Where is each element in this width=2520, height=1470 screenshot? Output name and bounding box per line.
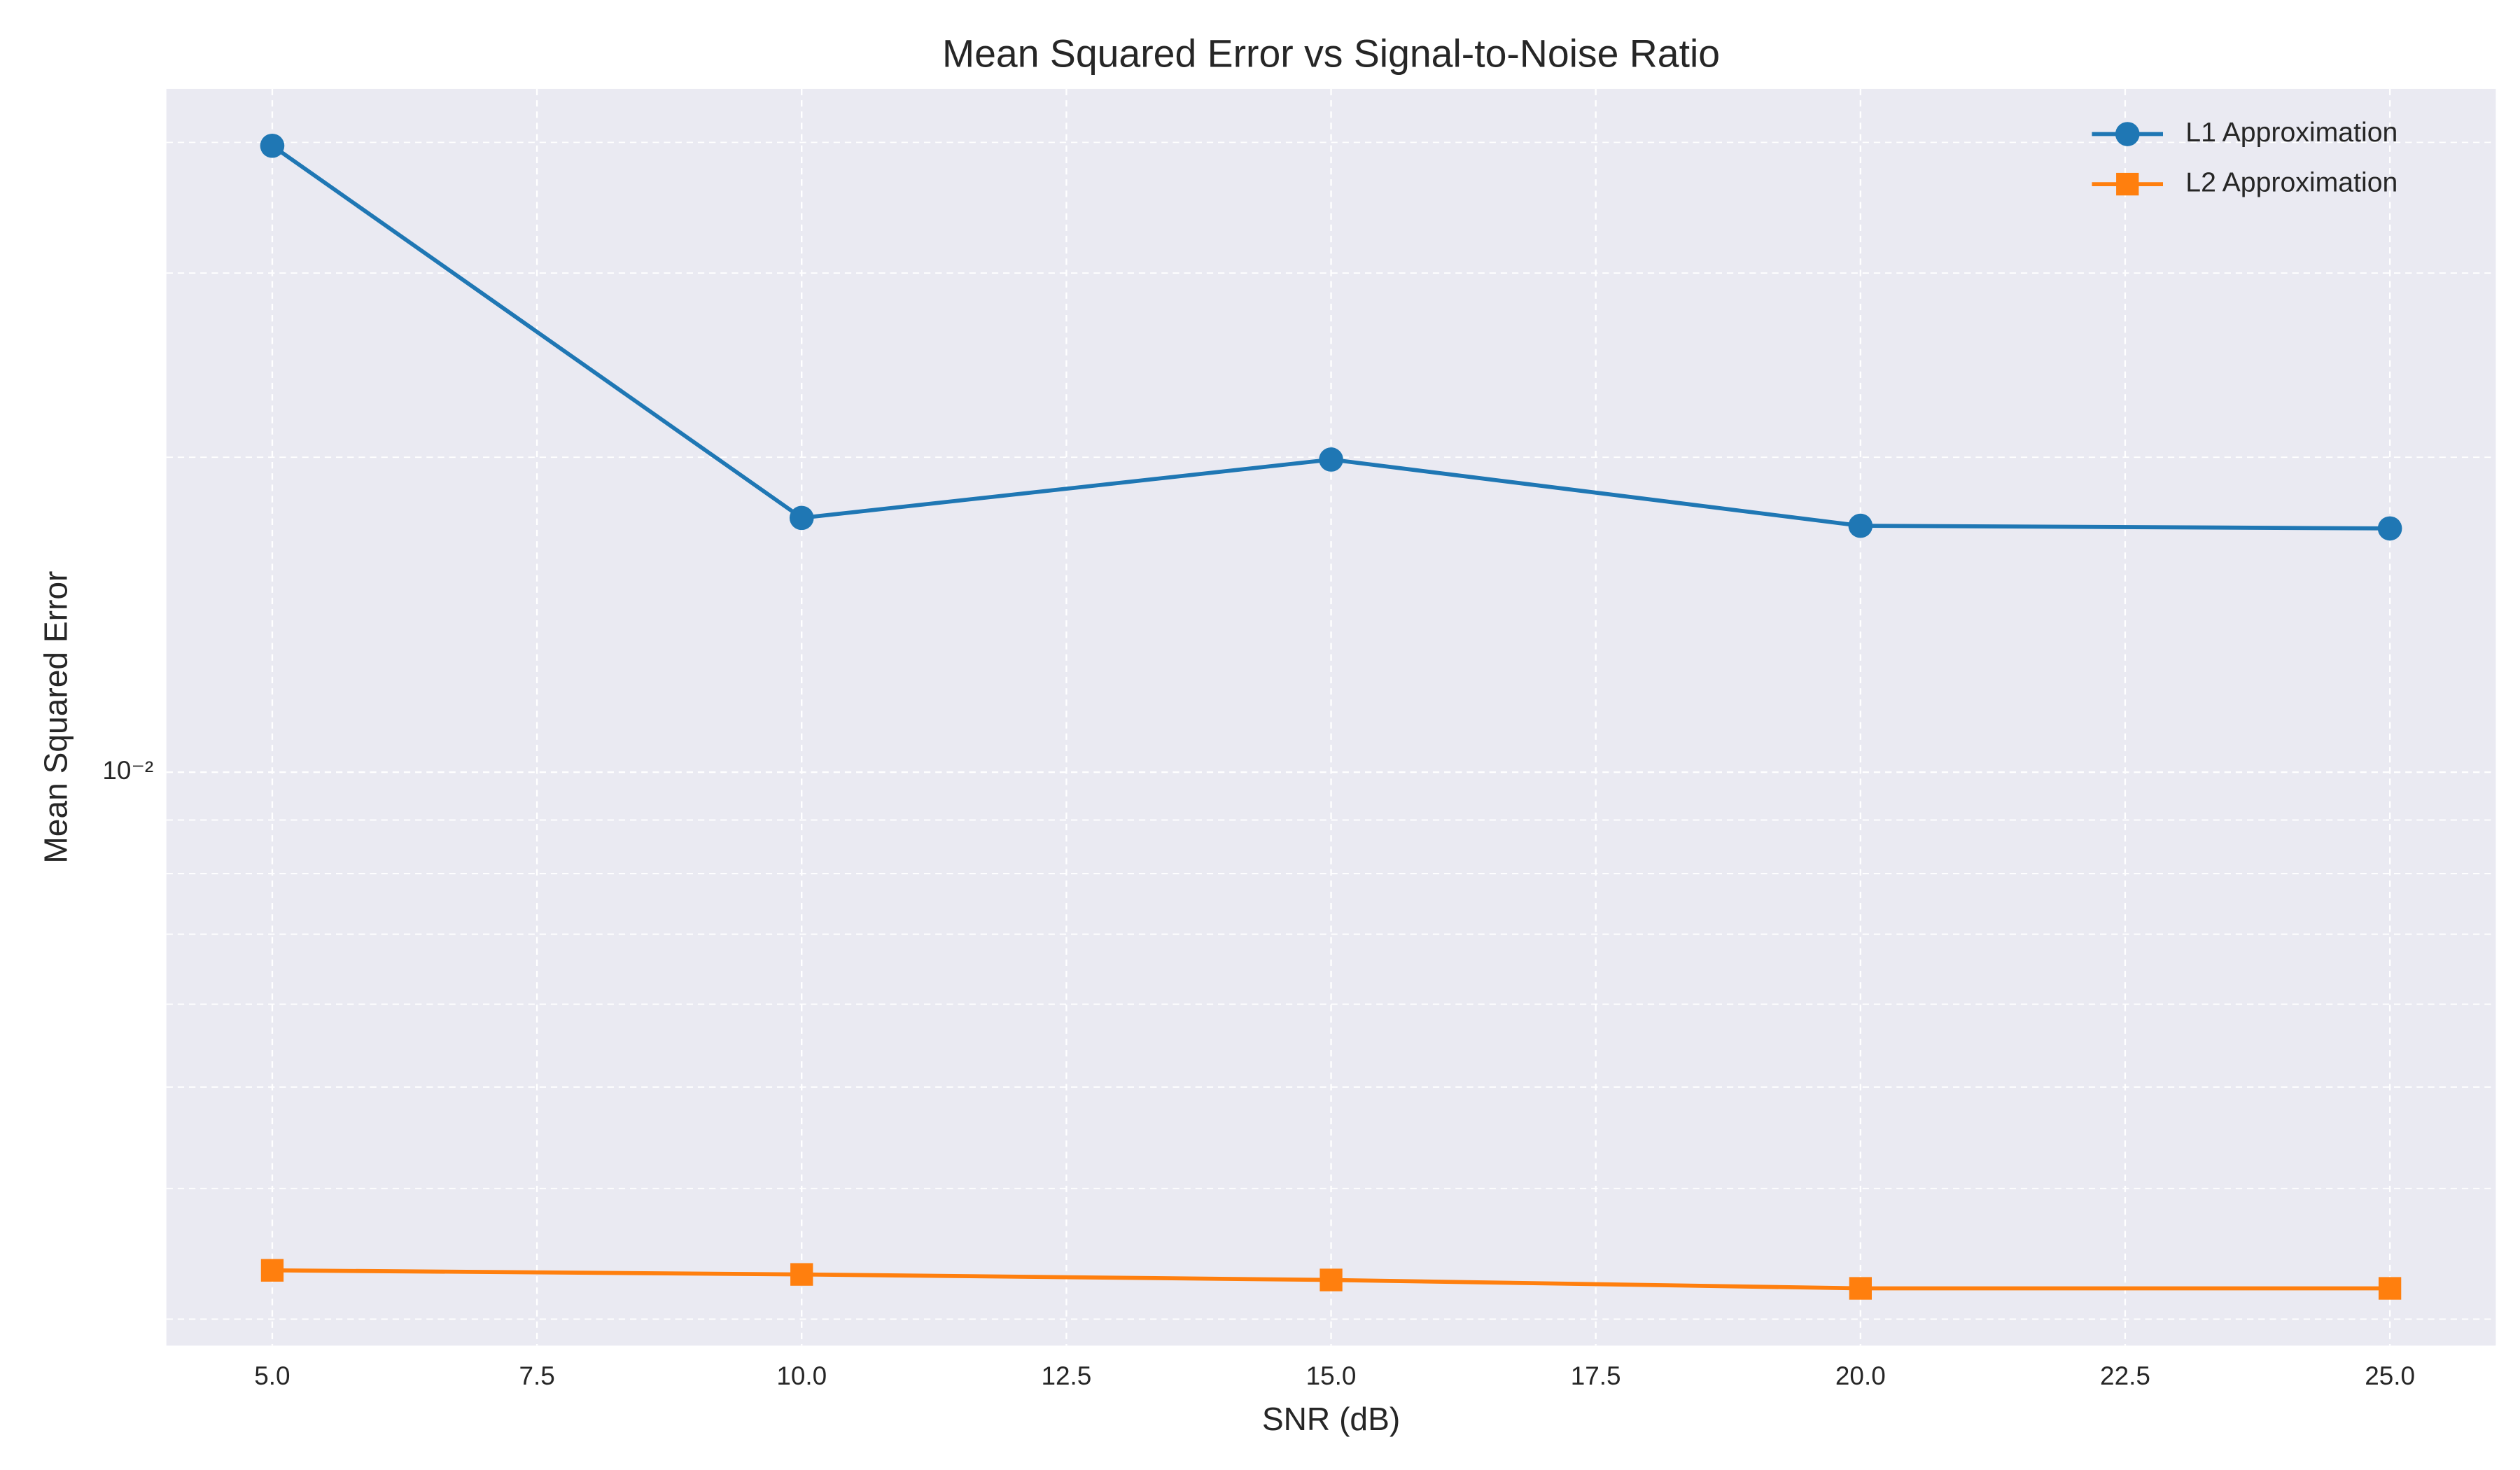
- x-axis-label: SNR (dB): [1262, 1401, 1400, 1437]
- marker: [1319, 447, 1343, 472]
- y-axis-label: Mean Squared Error: [37, 571, 74, 864]
- legend-label: L2 Approximation: [2185, 167, 2398, 197]
- marker: [1849, 1277, 1872, 1300]
- marker: [260, 1259, 284, 1282]
- marker: [260, 133, 285, 158]
- x-tick-label: 5.0: [254, 1362, 290, 1390]
- x-tick-label: 12.5: [1041, 1362, 1091, 1390]
- legend: L1 Approximation L2 Approximation: [2092, 117, 2398, 197]
- x-tick-label: 7.5: [519, 1362, 554, 1390]
- legend-marker: [2116, 172, 2139, 196]
- x-tick-label: 15.0: [1306, 1362, 1357, 1390]
- x-tick-label: 25.0: [2365, 1362, 2415, 1390]
- legend-label: L1 Approximation: [2185, 117, 2398, 148]
- x-tick-label: 10.0: [776, 1362, 827, 1390]
- marker: [790, 1263, 813, 1286]
- x-tick-label: 22.5: [2100, 1362, 2150, 1390]
- marker: [2378, 1277, 2402, 1300]
- marker: [789, 505, 814, 531]
- y-tick-label: 10⁻²: [102, 756, 153, 785]
- legend-marker: [2115, 122, 2140, 146]
- marker: [1848, 513, 1873, 538]
- marker: [1320, 1268, 1343, 1292]
- marker: [2377, 516, 2402, 541]
- x-tick-label: 17.5: [1571, 1362, 1621, 1390]
- x-tick-label: 20.0: [1835, 1362, 1886, 1390]
- chart-title: Mean Squared Error vs Signal-to-Noise Ra…: [942, 31, 1720, 75]
